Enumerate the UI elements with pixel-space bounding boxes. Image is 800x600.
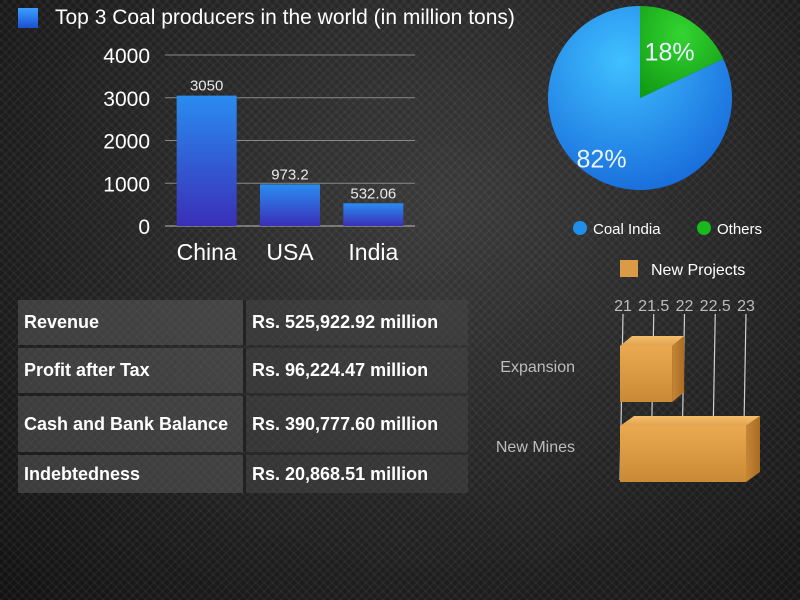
x-tick-label: 21 bbox=[614, 298, 632, 315]
legend-swatch bbox=[697, 221, 711, 235]
data-label: 532.06 bbox=[350, 185, 396, 202]
bar-expansion bbox=[620, 346, 673, 402]
x-tick-label: India bbox=[348, 239, 398, 265]
bar-top-new-mines bbox=[620, 416, 760, 426]
new-projects-bar-chart: New Projects 21 21.5 22 22.5 23 Expansion New… bbox=[496, 260, 760, 482]
pie-slice-label: 18% bbox=[645, 38, 695, 66]
pie-slice-others bbox=[640, 6, 724, 98]
row-label: Profit after Tax bbox=[18, 348, 243, 393]
x-tick-label: 21.5 bbox=[638, 298, 669, 315]
data-label: 973.2 bbox=[271, 166, 309, 183]
row-label: Revenue bbox=[18, 300, 243, 345]
table-row: Cash and Bank Balance Rs. 390,777.60 mil… bbox=[18, 396, 468, 452]
financial-summary-table: Revenue Rs. 525,922.92 million Profit af… bbox=[18, 297, 468, 496]
chart-title: Top 3 Coal producers in the world (in mi… bbox=[55, 6, 515, 29]
bar-new-mines bbox=[620, 426, 746, 482]
legend-label: Coal India bbox=[593, 221, 661, 238]
x-tick-label: 22 bbox=[676, 298, 694, 315]
x-tick-label: 23 bbox=[737, 298, 755, 315]
bar-china bbox=[176, 95, 237, 226]
bar-side-new-mines bbox=[746, 416, 760, 482]
row-value: Rs. 390,777.60 million bbox=[243, 396, 468, 452]
legend-label: New Projects bbox=[651, 262, 745, 279]
legend-swatch bbox=[620, 260, 638, 277]
y-tick-label: Expansion bbox=[500, 359, 575, 376]
x-tick-label: China bbox=[177, 239, 237, 265]
y-tick-label: 2000 bbox=[103, 131, 150, 154]
y-tick-label: New Mines bbox=[496, 439, 575, 456]
chart-title-bar: Top 3 Coal producers in the world (in mi… bbox=[18, 6, 515, 30]
table-row: Revenue Rs. 525,922.92 million bbox=[18, 300, 468, 345]
row-label: Indebtedness bbox=[18, 455, 243, 493]
pie-slice-label: 82% bbox=[577, 146, 627, 174]
row-value: Rs. 20,868.51 million bbox=[243, 455, 468, 493]
table-row: Indebtedness Rs. 20,868.51 million bbox=[18, 455, 468, 493]
legend-label: Others bbox=[717, 221, 762, 238]
bar-top-expansion bbox=[620, 336, 685, 346]
y-tick-label: 3000 bbox=[103, 88, 150, 111]
y-tick-label: 1000 bbox=[103, 173, 150, 196]
y-tick-label: 0 bbox=[138, 216, 150, 239]
row-label: Cash and Bank Balance bbox=[18, 396, 243, 452]
coal-producers-bar-chart: 0 1000 2000 3000 4000 3050 973.2 532.06 China U… bbox=[103, 45, 415, 265]
row-value: Rs. 525,922.92 million bbox=[243, 300, 468, 345]
data-label: 3050 bbox=[190, 78, 223, 95]
coal-share-pie-chart: 82% 18% Coal India Others bbox=[548, 6, 762, 238]
x-tick-label: USA bbox=[266, 239, 314, 265]
y-tick-label: 4000 bbox=[103, 45, 150, 68]
row-value: Rs. 96,224.47 million bbox=[243, 348, 468, 393]
bar-side-expansion bbox=[672, 336, 685, 402]
legend-swatch bbox=[573, 221, 587, 235]
x-tick-label: 22.5 bbox=[700, 298, 731, 315]
table-row: Profit after Tax Rs. 96,224.47 million bbox=[18, 348, 468, 393]
legend-swatch-bar bbox=[18, 8, 38, 28]
bar-usa bbox=[260, 184, 320, 226]
bar-india bbox=[343, 203, 404, 226]
